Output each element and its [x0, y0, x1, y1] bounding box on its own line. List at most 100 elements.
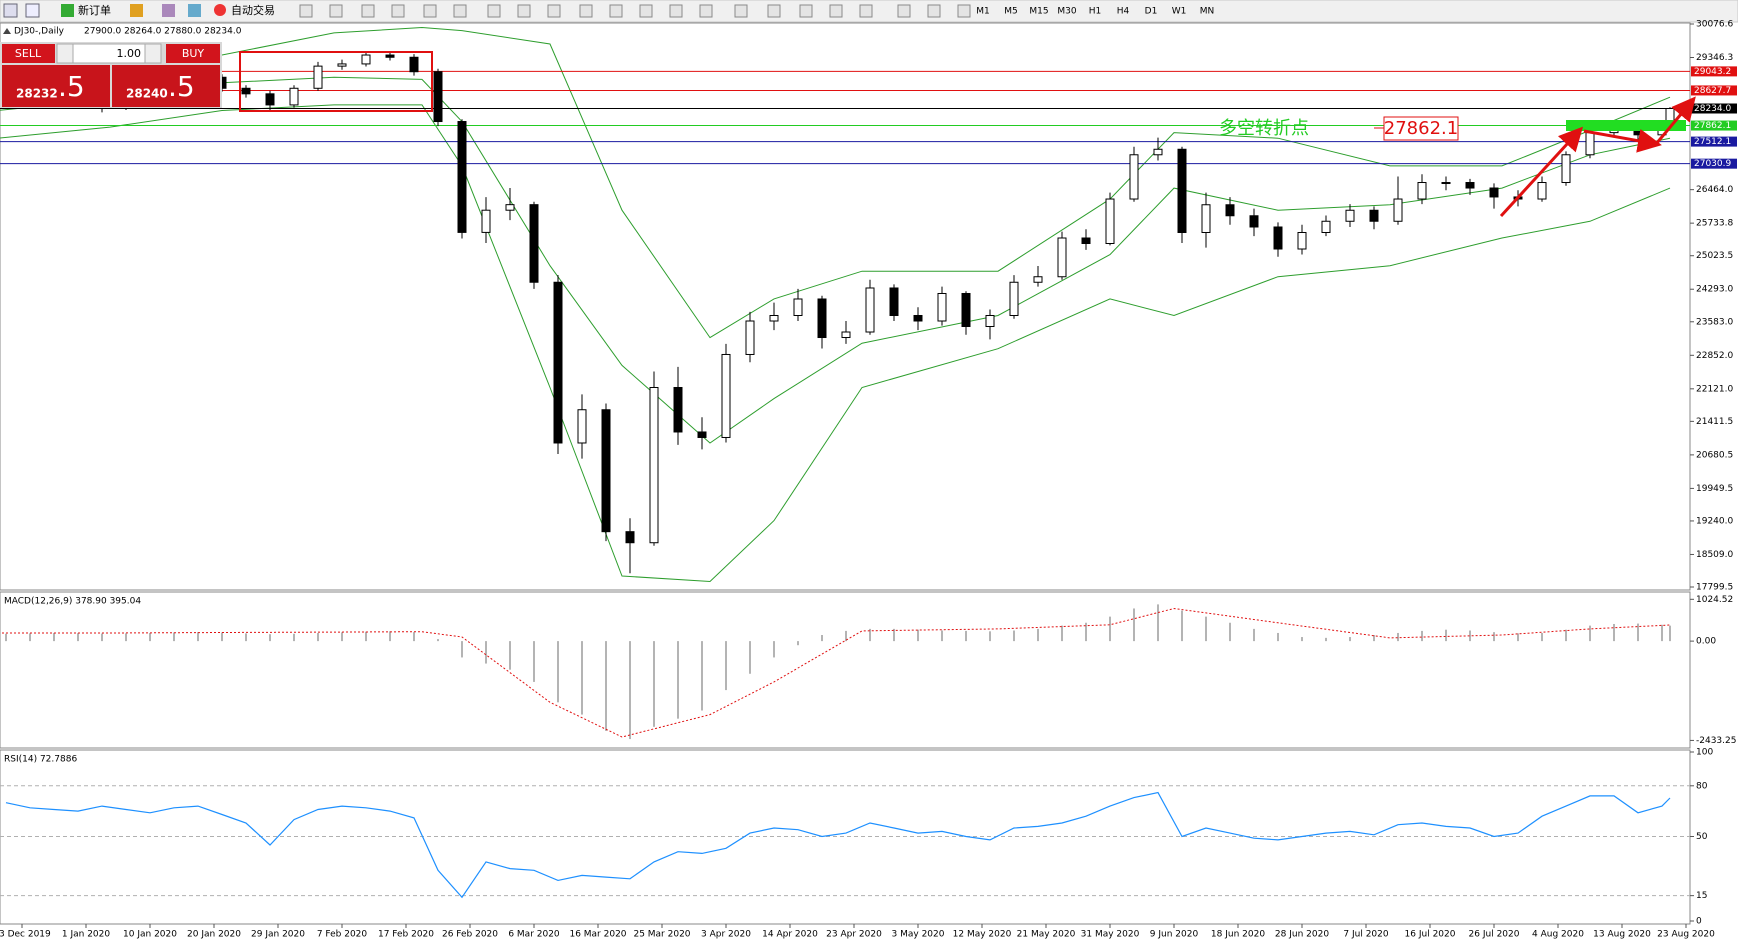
- tool-icon[interactable]: [859, 4, 873, 18]
- tool-icon[interactable]: [579, 4, 593, 18]
- icon[interactable]: [130, 4, 143, 17]
- tool-icon[interactable]: [517, 4, 531, 18]
- auto-trading-button[interactable]: 自动交易: [231, 3, 275, 17]
- y-tick-label: 18509.0: [1696, 550, 1733, 560]
- buy-price-fraction[interactable]: .5: [168, 70, 195, 103]
- candle-body: [1201, 204, 1211, 233]
- tool-icon[interactable]: [669, 4, 683, 18]
- candle-body: [409, 56, 419, 73]
- timeframe-button[interactable]: H1: [1089, 7, 1102, 17]
- tool-icon[interactable]: [391, 4, 405, 18]
- tool-icon[interactable]: [547, 4, 561, 18]
- tool-icon[interactable]: [829, 4, 843, 18]
- tool-icon[interactable]: [734, 4, 748, 18]
- new-order-button[interactable]: 新订单: [78, 3, 111, 17]
- timeframe-button[interactable]: D1: [1145, 7, 1158, 17]
- highlight-box: [239, 51, 433, 112]
- timeframe-button[interactable]: M5: [1004, 7, 1018, 17]
- y-tick-label: 25733.8: [1696, 219, 1733, 229]
- price-level-label: 28234.0: [1694, 104, 1731, 114]
- buy-price-box[interactable]: [112, 65, 220, 107]
- volume-down[interactable]: [56, 43, 74, 64]
- tool-icon[interactable]: [799, 4, 813, 18]
- icon[interactable]: [3, 3, 18, 18]
- timeframe-button[interactable]: M15: [1029, 7, 1048, 17]
- timeframe-button[interactable]: M30: [1057, 7, 1076, 17]
- price-level-label: 27030.9: [1694, 159, 1731, 169]
- x-tick-label: 14 Apr 2020: [762, 930, 818, 940]
- y-tick-label: 24293.0: [1696, 285, 1733, 295]
- candle-body: [577, 409, 587, 444]
- candle-body: [841, 331, 851, 339]
- y-tick-label: 50: [1696, 832, 1708, 842]
- icon[interactable]: [162, 4, 175, 17]
- timeframe-button[interactable]: W1: [1172, 7, 1187, 17]
- auto-trading-icon[interactable]: [214, 4, 226, 16]
- rsi-line: [5, 791, 1671, 899]
- y-tick-label: 100: [1696, 748, 1713, 758]
- tool-icon[interactable]: [423, 4, 437, 18]
- buy-label[interactable]: BUY: [182, 47, 205, 60]
- candle-body: [913, 314, 923, 322]
- tool-icon[interactable]: [609, 4, 623, 18]
- x-tick-label: 23 Apr 2020: [826, 930, 882, 940]
- bollinger-band: [0, 26, 1671, 339]
- bollinger-band: [0, 104, 1671, 583]
- candle-body: [457, 121, 467, 233]
- symbol-label: DJ30-,Daily: [14, 27, 65, 37]
- tool-icon[interactable]: [299, 4, 313, 18]
- candle-body: [1369, 209, 1379, 222]
- x-tick-label: 25 Mar 2020: [633, 930, 690, 940]
- tool-icon[interactable]: [699, 4, 713, 18]
- buy-button[interactable]: [166, 44, 220, 63]
- value-box: [1383, 116, 1459, 141]
- sell-label[interactable]: SELL: [15, 47, 42, 60]
- candle-body: [745, 320, 755, 355]
- volume-up[interactable]: [144, 43, 162, 64]
- price-level-tag: [1691, 136, 1737, 147]
- timeframe-button[interactable]: H4: [1117, 7, 1130, 17]
- candle-body: [1561, 154, 1571, 184]
- x-tick-label: 1 Jan 2020: [62, 930, 110, 940]
- tool-icon[interactable]: [927, 4, 941, 18]
- y-tick-label: 25023.5: [1696, 251, 1733, 261]
- price-level-label: 29043.2: [1694, 67, 1731, 77]
- tool-icon[interactable]: [639, 4, 653, 18]
- tool-icon[interactable]: [361, 4, 375, 18]
- main-plot: [0, 26, 1690, 583]
- tool-icon[interactable]: [767, 4, 781, 18]
- candle-body: [1177, 148, 1187, 233]
- one-click-trading: SELL 1.00 BUY 28232 .5 28240 .5: [0, 42, 222, 108]
- candle-body: [1345, 209, 1355, 222]
- candle-body: [985, 314, 995, 328]
- y-tick-label: 26464.0: [1696, 185, 1733, 195]
- sell-button[interactable]: [2, 44, 55, 63]
- x-tick-label: 20 Jan 2020: [187, 930, 241, 940]
- price-level-label: 27862.1: [1694, 121, 1731, 131]
- sell-price-box[interactable]: [2, 65, 110, 107]
- volume-value[interactable]: 1.00: [117, 47, 142, 60]
- price-level-tag: [1691, 85, 1737, 96]
- price-level-tag: [1691, 103, 1737, 114]
- timeframe-button[interactable]: MN: [1200, 7, 1215, 17]
- candle-body: [793, 298, 803, 316]
- tool-icon[interactable]: [487, 4, 501, 18]
- x-tick-label: 29 Jan 2020: [251, 930, 305, 940]
- sell-price-fraction[interactable]: .5: [58, 70, 85, 103]
- icon[interactable]: [188, 4, 201, 17]
- buy-price[interactable]: 28240: [126, 87, 168, 101]
- new-order-icon[interactable]: [61, 4, 74, 17]
- y-tick-label: 22121.0: [1696, 384, 1733, 394]
- axes: 30076.6 29346.3 26464.0 25733.8 25023.5 24293…: [0, 20, 1737, 940]
- candle-body: [361, 54, 371, 65]
- tool-icon[interactable]: [957, 4, 971, 18]
- x-tick-label: 13 Aug 2020: [1593, 930, 1651, 940]
- timeframe-button[interactable]: M1: [976, 7, 990, 17]
- x-tick-label: 23 Dec 2019: [0, 930, 51, 940]
- collapse-icon[interactable]: [3, 28, 11, 34]
- sell-price[interactable]: 28232: [16, 87, 58, 101]
- tool-icon[interactable]: [897, 4, 911, 18]
- icon[interactable]: [25, 3, 40, 18]
- tool-icon[interactable]: [453, 4, 467, 18]
- tool-icon[interactable]: [329, 4, 343, 18]
